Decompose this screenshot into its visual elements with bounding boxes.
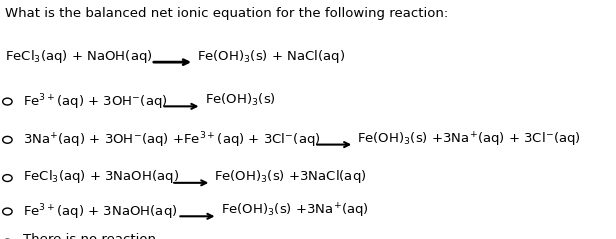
Text: Fe(OH)$_3$(s): Fe(OH)$_3$(s) [205, 92, 275, 108]
Text: What is the balanced net ionic equation for the following reaction:: What is the balanced net ionic equation … [5, 7, 448, 20]
Text: Fe$^{3+}$(aq) + 3OH$^{-}$(aq): Fe$^{3+}$(aq) + 3OH$^{-}$(aq) [23, 92, 168, 112]
Text: There is no reaction.: There is no reaction. [23, 233, 161, 239]
Text: Fe$^{3+}$(aq) + 3NaOH(aq): Fe$^{3+}$(aq) + 3NaOH(aq) [23, 202, 178, 222]
Text: 3Na$^{+}$(aq) + 3OH$^{-}$(aq) +Fe$^{3+}$(aq) + 3Cl$^{-}$(aq): 3Na$^{+}$(aq) + 3OH$^{-}$(aq) +Fe$^{3+}$… [23, 130, 321, 150]
Text: Fe(OH)$_3$(s) +3Na$^{+}$(aq): Fe(OH)$_3$(s) +3Na$^{+}$(aq) [221, 202, 368, 220]
Text: FeCl$_3$(aq) + NaOH(aq): FeCl$_3$(aq) + NaOH(aq) [5, 48, 153, 65]
Text: Fe(OH)$_3$(s) +3NaCl(aq): Fe(OH)$_3$(s) +3NaCl(aq) [214, 168, 367, 185]
Text: Fe(OH)$_3$(s) +3Na$^{+}$(aq) + 3Cl$^{-}$(aq): Fe(OH)$_3$(s) +3Na$^{+}$(aq) + 3Cl$^{-}$… [357, 130, 581, 149]
Text: FeCl$_3$(aq) + 3NaOH(aq): FeCl$_3$(aq) + 3NaOH(aq) [23, 168, 179, 185]
Text: Fe(OH)$_3$(s) + NaCl(aq): Fe(OH)$_3$(s) + NaCl(aq) [197, 48, 346, 65]
